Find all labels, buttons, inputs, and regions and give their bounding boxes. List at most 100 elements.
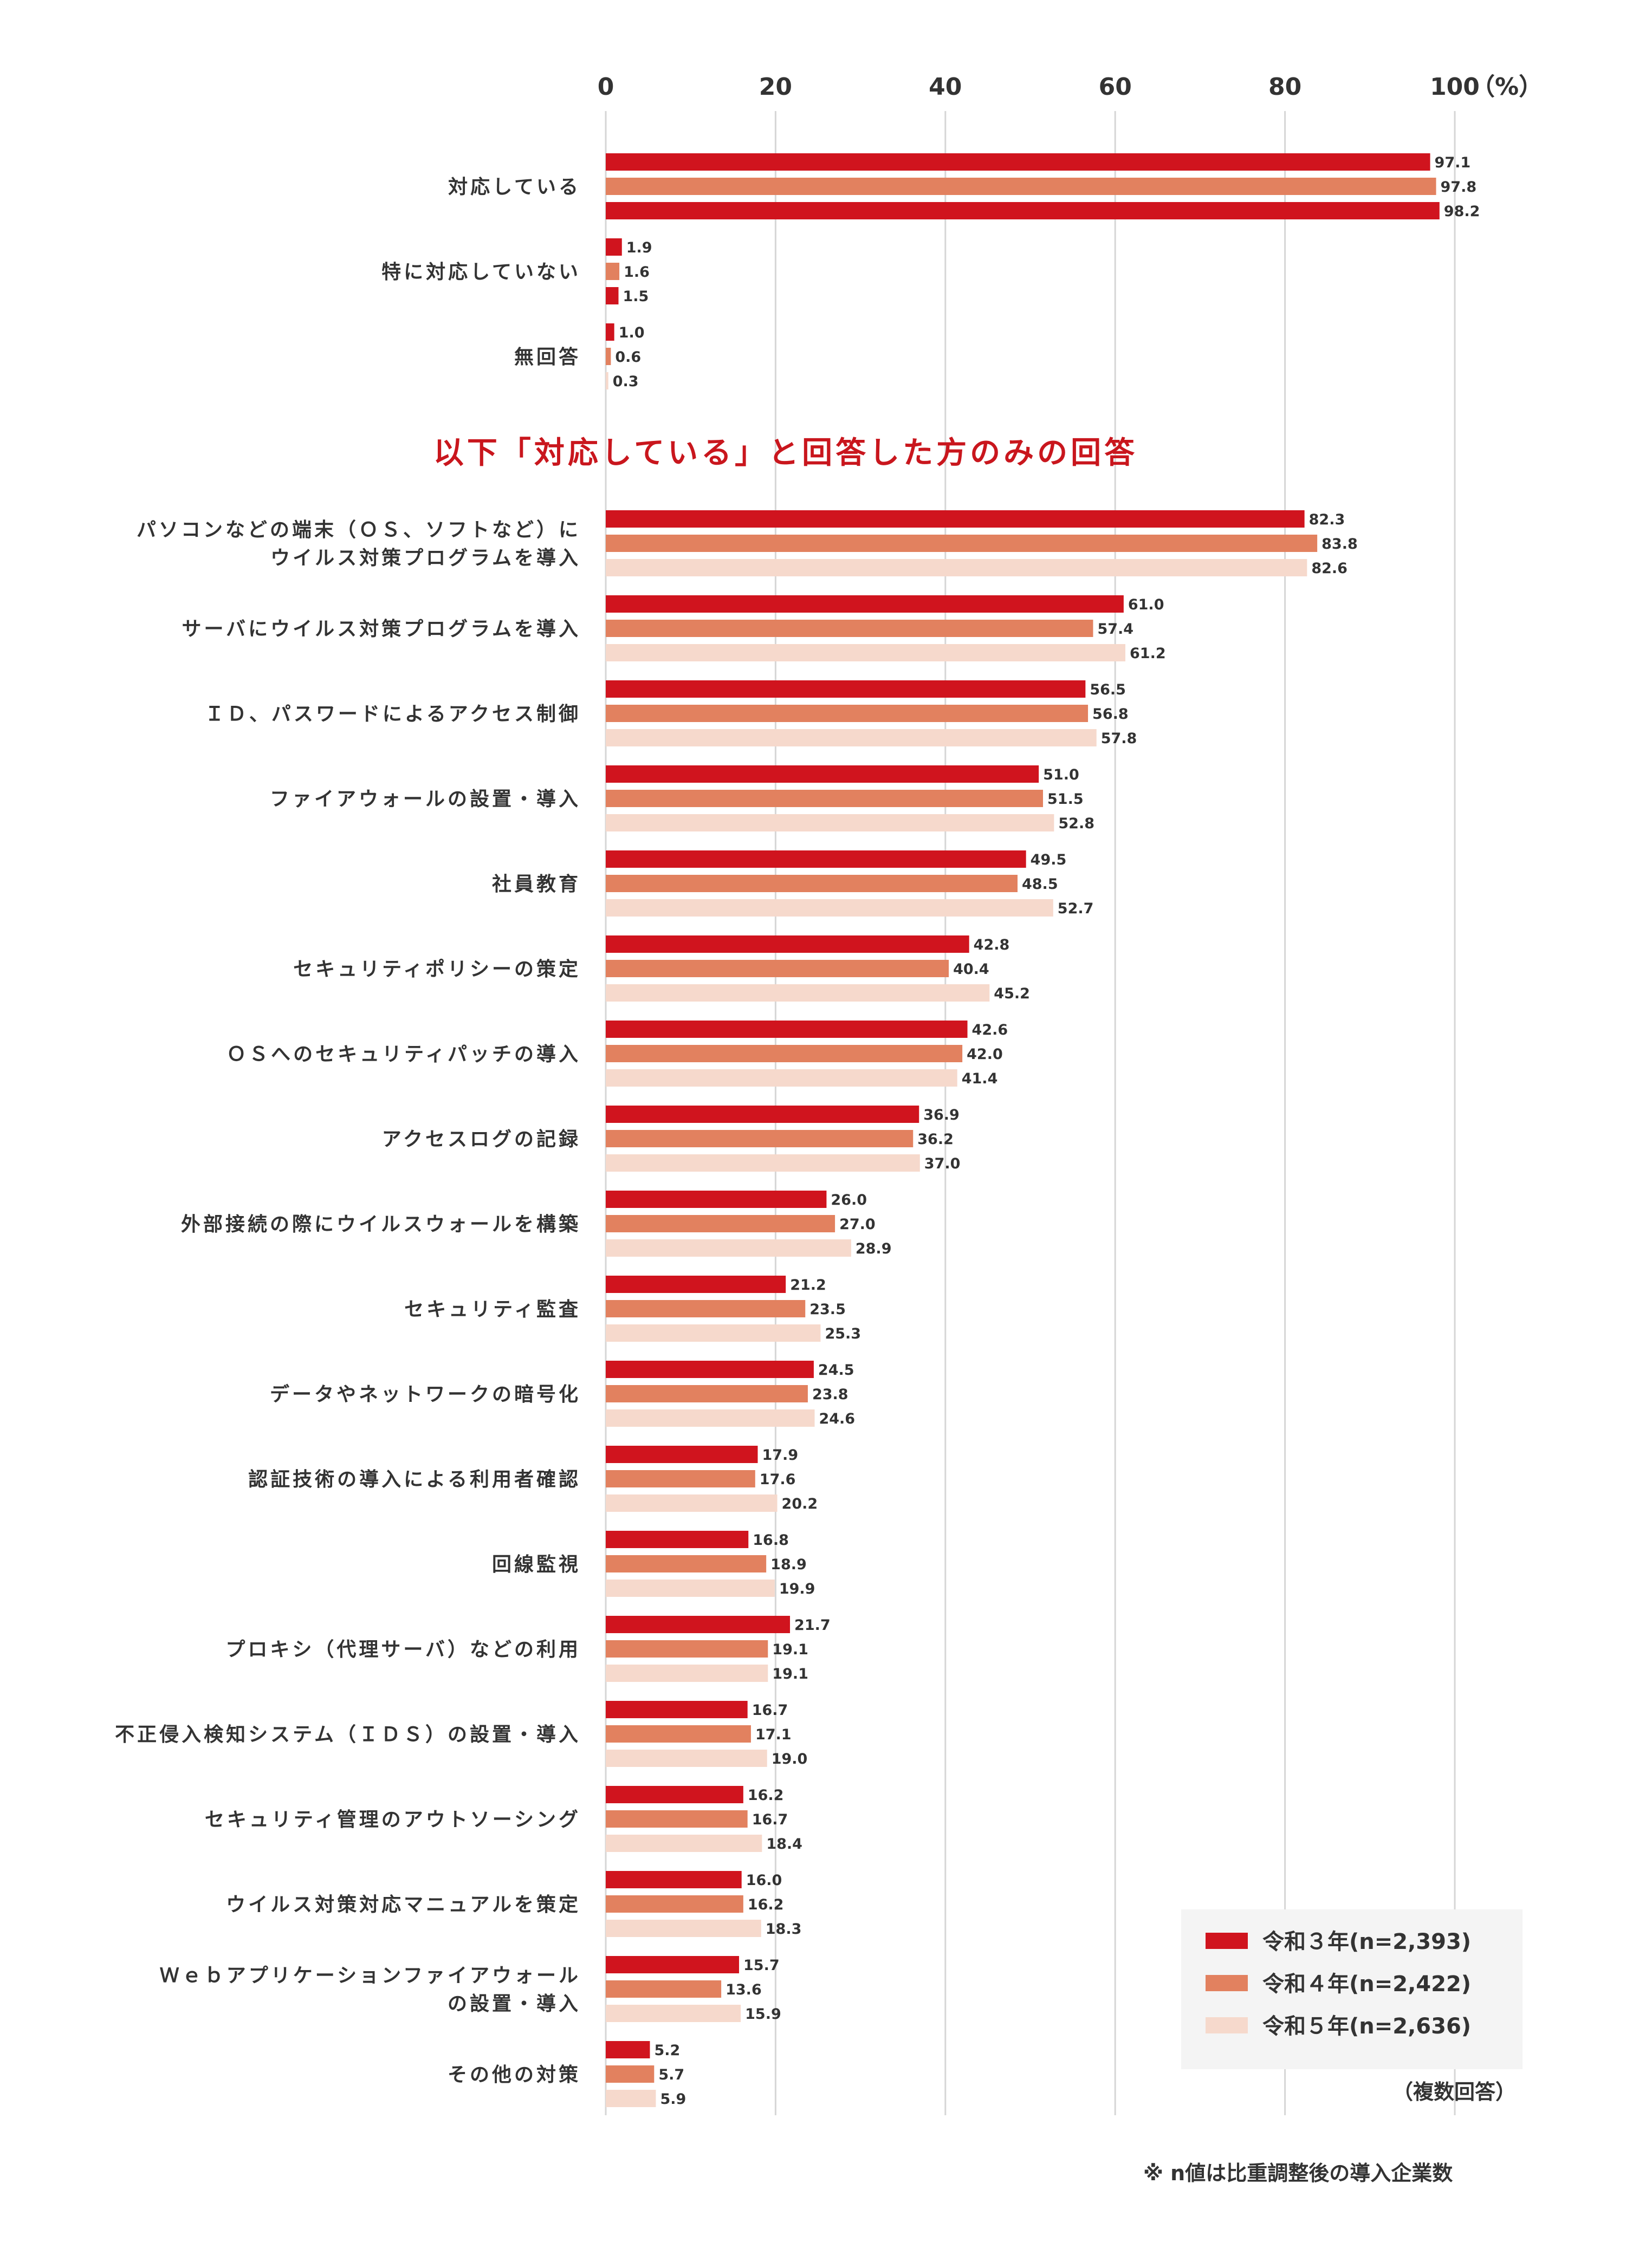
bar-value-label: 21.2 xyxy=(790,1277,826,1294)
bar xyxy=(606,1191,827,1208)
legend-entry: 令和４年(n=2,422) xyxy=(1262,1972,1471,1997)
bar xyxy=(606,1786,743,1803)
bar xyxy=(606,595,1124,613)
bar-value-label: 1.0 xyxy=(619,324,645,341)
axis-tick-label: 40 xyxy=(929,73,962,101)
bar xyxy=(606,348,611,365)
bar xyxy=(606,850,1026,868)
bar xyxy=(606,1920,761,1937)
axis-tick-label: 60 xyxy=(1099,73,1132,101)
category-label: アクセスログの記録 xyxy=(382,1128,581,1151)
bar xyxy=(606,1871,742,1888)
bar-value-label: 19.9 xyxy=(779,1581,815,1597)
bar xyxy=(606,323,614,341)
bar-value-label: 49.5 xyxy=(1031,852,1067,868)
bar xyxy=(606,1130,914,1147)
bar-value-label: 17.6 xyxy=(760,1471,796,1488)
category-label: 外部接続の際にウイルスウォールを構築 xyxy=(181,1213,581,1236)
bar-value-label: 5.7 xyxy=(658,2066,684,2083)
bar xyxy=(606,1980,722,1998)
bar-value-label: 16.2 xyxy=(748,1787,784,1804)
bar-value-label: 19.1 xyxy=(772,1666,808,1682)
bar-value-label: 36.2 xyxy=(917,1131,954,1148)
category-label: ファイアウォールの設置・導入 xyxy=(270,788,581,810)
bar xyxy=(606,875,1018,892)
bar xyxy=(606,2041,650,2058)
bar xyxy=(606,1555,767,1572)
category-label: パソコンなどの端末（ＯＳ、ソフトなど）に xyxy=(137,519,581,541)
bar xyxy=(606,2090,656,2107)
bar-value-label: 24.5 xyxy=(818,1362,854,1379)
bar xyxy=(606,1300,806,1317)
bar xyxy=(606,644,1126,661)
category-label: 社員教育 xyxy=(492,873,581,895)
bar xyxy=(606,899,1053,917)
bar xyxy=(606,1616,791,1633)
multiple-answer-note: （複数回答） xyxy=(1392,2080,1516,2104)
bar-value-label: 19.1 xyxy=(772,1641,808,1658)
bar-value-label: 52.7 xyxy=(1058,900,1094,917)
bars: 97.1 97.8 98.2 1.9 1.6 1.5 1.0 0.6 0.3 82.3 83.8 82… xyxy=(606,153,1480,2108)
bar xyxy=(606,1324,821,1342)
bar xyxy=(606,790,1044,807)
axis-tick-label: 100 xyxy=(1430,73,1480,101)
bar-value-label: 15.7 xyxy=(743,1957,780,1974)
bar xyxy=(606,559,1307,576)
bar-value-label: 36.9 xyxy=(923,1107,960,1123)
category-label: ＩＤ、パスワードによるアクセス制御 xyxy=(205,703,581,725)
section-title: 以下「対応している」と回答した方のみの回答 xyxy=(433,436,1138,471)
bar xyxy=(606,729,1097,746)
bar xyxy=(606,178,1436,195)
bar xyxy=(606,1069,957,1087)
bar-value-label: 56.8 xyxy=(1092,706,1129,723)
category-labels: 対応している特に対応していない無回答パソコンなどの端末（ＯＳ、ソフトなど）にウイ… xyxy=(115,176,581,2086)
bar xyxy=(606,1725,751,1743)
bar-value-label: 52.8 xyxy=(1058,815,1094,832)
bar xyxy=(606,372,608,389)
category-label: 認証技術の導入による利用者確認 xyxy=(248,1468,581,1491)
category-label: 回線監視 xyxy=(492,1554,581,1576)
bar xyxy=(606,1154,920,1172)
bar-value-label: 97.8 xyxy=(1441,179,1477,196)
bar-value-label: 61.0 xyxy=(1128,596,1164,613)
bar-value-label: 23.8 xyxy=(812,1386,848,1403)
bar-value-label: 56.5 xyxy=(1090,681,1126,698)
category-label: セキュリティ管理のアウトソーシング xyxy=(205,1809,581,1831)
bar xyxy=(606,263,620,280)
legend-entry: 令和５年(n=2,636) xyxy=(1262,2014,1471,2039)
bar xyxy=(606,935,969,953)
bar xyxy=(606,620,1093,637)
category-label: 特に対応していない xyxy=(381,261,581,283)
bar xyxy=(606,1239,851,1257)
bar-value-label: 37.0 xyxy=(924,1155,961,1172)
bar-value-label: 17.9 xyxy=(762,1447,798,1464)
category-label: セキュリティポリシーの策定 xyxy=(293,958,581,980)
bar-value-label: 24.6 xyxy=(819,1411,855,1427)
axis-ticks: 0 20 40 60 80 100 xyxy=(598,73,1480,101)
bar-value-label: 20.2 xyxy=(782,1496,818,1512)
bar xyxy=(606,960,949,977)
bar-value-label: 18.3 xyxy=(766,1921,802,1938)
bar-value-label: 83.8 xyxy=(1321,536,1358,553)
bar xyxy=(606,705,1089,722)
bar xyxy=(606,1106,919,1123)
bar-value-label: 1.6 xyxy=(624,264,650,281)
bar-value-label: 51.5 xyxy=(1047,791,1084,808)
bar-value-label: 26.0 xyxy=(831,1192,867,1208)
bar xyxy=(606,1215,835,1232)
bar-value-label: 40.4 xyxy=(953,961,989,978)
category-label: 不正侵入検知システム（ＩＤＳ）の設置・導入 xyxy=(115,1724,581,1746)
category-label: その他の対策 xyxy=(448,2064,581,2086)
bar-value-label: 82.3 xyxy=(1309,511,1345,528)
bar-value-label: 17.1 xyxy=(755,1726,792,1743)
bar xyxy=(606,238,622,256)
bar-value-label: 42.0 xyxy=(967,1046,1003,1063)
bar-value-label: 45.2 xyxy=(994,985,1030,1002)
axis-unit-label: （%） xyxy=(1471,73,1543,101)
bar-value-label: 42.6 xyxy=(972,1022,1008,1038)
bar-value-label: 18.9 xyxy=(770,1556,807,1573)
bar-value-label: 0.3 xyxy=(613,373,639,390)
bar-value-label: 16.0 xyxy=(746,1872,782,1889)
bar xyxy=(606,1750,767,1767)
